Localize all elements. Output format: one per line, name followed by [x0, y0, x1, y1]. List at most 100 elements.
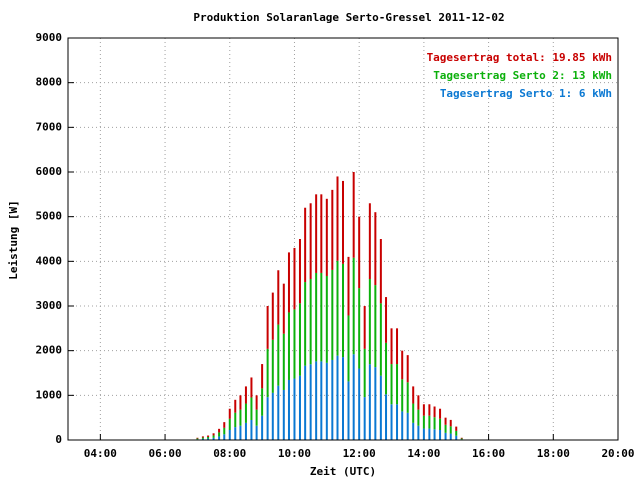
- bar-segment: [212, 437, 215, 440]
- bar-segment: [293, 309, 296, 379]
- bar-segment: [439, 429, 442, 440]
- bar-segment: [266, 306, 269, 349]
- bar-segment: [218, 432, 221, 437]
- bar-segment: [406, 412, 409, 440]
- bar-segment: [358, 216, 361, 289]
- bar-segment: [374, 367, 377, 440]
- bar-segment: [315, 272, 318, 362]
- bar-segment: [196, 438, 199, 440]
- bar-segment: [309, 203, 312, 280]
- bar-segment: [439, 418, 442, 430]
- x-tick-label: 20:00: [601, 447, 634, 460]
- bar-segment: [358, 368, 361, 440]
- bar-segment: [298, 303, 301, 376]
- bar-segment: [239, 425, 242, 440]
- bar-segment: [379, 375, 382, 440]
- bar-segment: [347, 315, 350, 382]
- bar-segment: [401, 411, 404, 440]
- bar-segment: [255, 425, 258, 440]
- bar-segment: [363, 306, 366, 349]
- bar-segment: [320, 194, 323, 273]
- bar-segment: [298, 375, 301, 440]
- bar-segment: [336, 355, 339, 440]
- bar-segment: [396, 404, 399, 440]
- bar-segment: [218, 436, 221, 440]
- bar-segment: [320, 272, 323, 362]
- bar-segment: [277, 385, 280, 440]
- y-axis-label: Leistung [W]: [7, 200, 20, 279]
- bar-segment: [352, 257, 355, 355]
- bar-segment: [325, 198, 328, 276]
- bar-segment: [368, 203, 371, 280]
- bar-segment: [207, 438, 210, 440]
- bar-segment: [277, 324, 280, 386]
- bar-segment: [250, 377, 253, 398]
- bar-segment: [196, 437, 199, 439]
- bar-segment: [336, 260, 339, 356]
- bar-segment: [331, 189, 334, 270]
- bar-segment: [412, 386, 415, 404]
- bar-segment: [244, 403, 247, 423]
- bar-segment: [218, 428, 221, 433]
- bar-segment: [390, 328, 393, 365]
- bar-segment: [287, 379, 290, 440]
- bar-segment: [325, 362, 328, 440]
- bar-segment: [460, 437, 463, 439]
- bar-segment: [331, 269, 334, 360]
- bar-segment: [239, 409, 242, 426]
- bar-segment: [271, 392, 274, 440]
- x-tick-label: 06:00: [148, 447, 181, 460]
- bar-segment: [250, 419, 253, 440]
- bar-segment: [444, 417, 447, 425]
- bar-segment: [287, 312, 290, 380]
- bar-segment: [287, 252, 290, 313]
- bar-segment: [201, 437, 204, 439]
- bar-segment: [390, 364, 393, 405]
- bar-segment: [422, 415, 425, 429]
- bar-segment: [304, 207, 307, 283]
- bar-segment: [444, 432, 447, 440]
- bar-segment: [239, 395, 242, 410]
- bar-segment: [433, 406, 436, 418]
- bar-segment: [293, 378, 296, 440]
- bar-segment: [266, 348, 269, 398]
- y-tick-label: 5000: [36, 210, 63, 223]
- bar-segment: [368, 364, 371, 440]
- bar-segment: [385, 297, 388, 343]
- bar-segment: [347, 256, 350, 316]
- bar-segment: [255, 395, 258, 410]
- bar-segment: [250, 397, 253, 420]
- bar-segment: [309, 364, 312, 440]
- bar-segment: [261, 415, 264, 440]
- bar-segment: [271, 339, 274, 393]
- y-tick-label: 3000: [36, 299, 63, 312]
- x-tick-label: 12:00: [343, 447, 376, 460]
- bar-segment: [374, 212, 377, 286]
- bar-segment: [406, 382, 409, 413]
- bar-segment: [212, 433, 215, 436]
- bar-segment: [228, 418, 231, 430]
- x-tick-label: 14:00: [407, 447, 440, 460]
- y-tick-label: 9000: [36, 31, 63, 44]
- bar-segment: [385, 342, 388, 395]
- legend-entry: Tagesertrag Serto 1: 6 kWh: [440, 87, 612, 100]
- bar-segment: [228, 408, 231, 419]
- bar-segment: [201, 438, 204, 440]
- bar-segment: [331, 359, 334, 440]
- bar-segment: [428, 428, 431, 440]
- bar-segment: [207, 435, 210, 437]
- x-tick-label: 18:00: [537, 447, 570, 460]
- bar-segment: [277, 270, 280, 325]
- bar-segment: [422, 404, 425, 416]
- bar-segment: [234, 399, 237, 413]
- bar-segment: [412, 422, 415, 440]
- bar-segment: [212, 435, 215, 438]
- bar-segment: [244, 422, 247, 440]
- bar-segment: [201, 436, 204, 438]
- bar-segment: [455, 435, 458, 440]
- bar-segment: [390, 404, 393, 440]
- bar-segment: [261, 364, 264, 389]
- bar-segment: [347, 381, 350, 440]
- bar-segment: [282, 333, 285, 390]
